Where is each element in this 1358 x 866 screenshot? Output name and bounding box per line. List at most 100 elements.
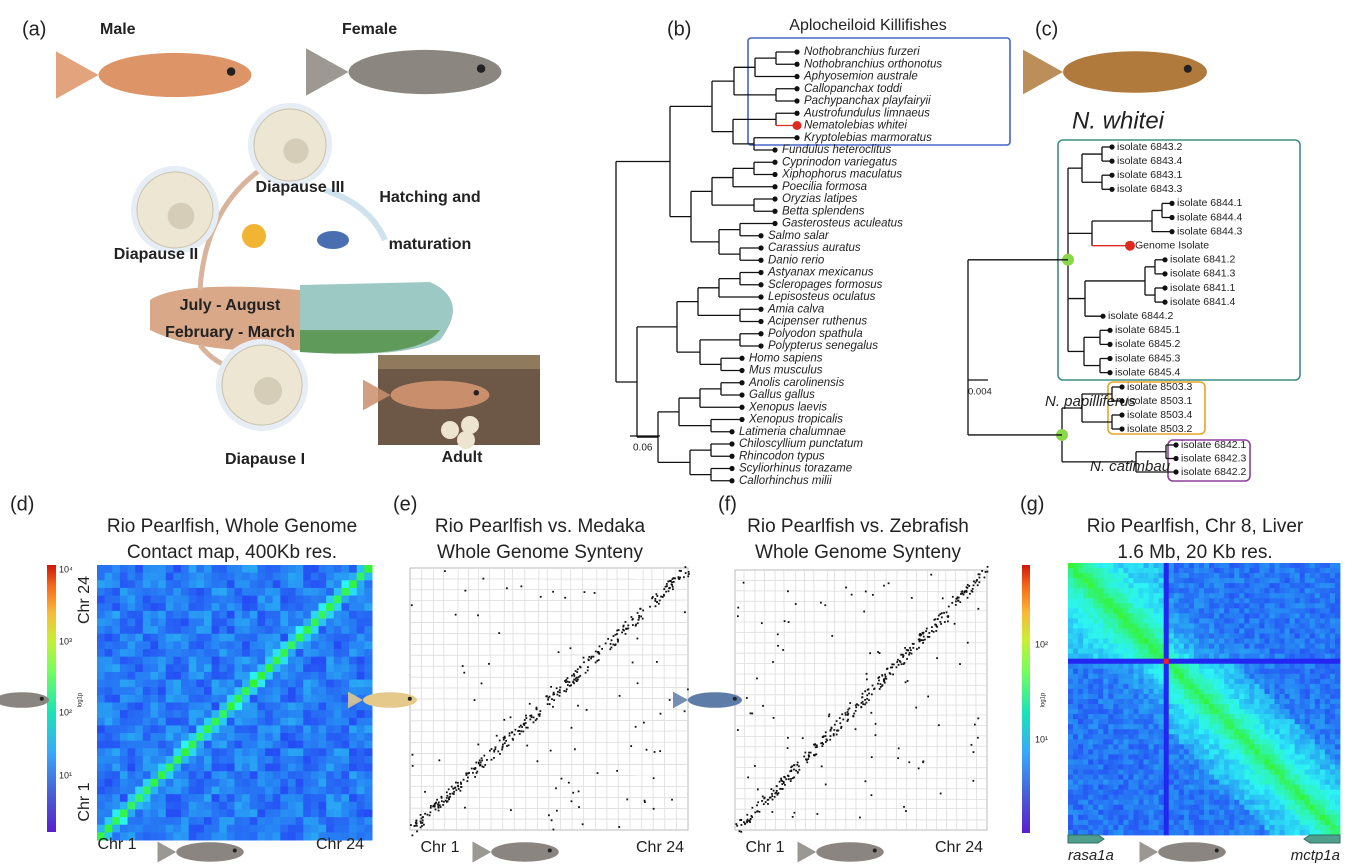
heatmap-cell	[1139, 780, 1144, 785]
heatmap-cell	[1275, 734, 1280, 739]
synteny-dot	[640, 608, 642, 610]
heatmap-cell	[1204, 684, 1209, 689]
heatmap-cell	[1239, 749, 1244, 754]
heatmap-cell	[1179, 588, 1184, 593]
heatmap-cell	[303, 733, 311, 741]
heatmap-cell	[1259, 669, 1264, 674]
heatmap-cell	[235, 573, 243, 581]
heatmap-cell	[196, 695, 204, 703]
heatmap-cell	[1254, 664, 1259, 669]
heatmap-cell	[1164, 679, 1169, 684]
heatmap-cell	[1280, 588, 1285, 593]
synteny-dot	[871, 794, 873, 796]
synteny-dot	[521, 726, 523, 728]
heatmap-cell	[250, 664, 258, 672]
heatmap-cell	[1068, 593, 1073, 598]
heatmap-cell	[1139, 674, 1144, 679]
synteny-dot	[437, 806, 439, 808]
heatmap-cell	[1078, 583, 1083, 588]
heatmap-cell	[1118, 709, 1123, 714]
heatmap-cell	[1149, 744, 1154, 749]
heatmap-cell	[166, 588, 174, 596]
heatmap-cell	[265, 725, 273, 733]
synteny-dot	[578, 790, 580, 792]
heatmap-cell	[364, 817, 372, 825]
heatmap-cell	[1290, 709, 1295, 714]
synteny-dot	[546, 695, 548, 697]
heatmap-cell	[1234, 588, 1239, 593]
synteny-dot	[538, 714, 540, 716]
synteny-dot	[436, 799, 438, 801]
heatmap-cell	[1204, 699, 1209, 704]
heatmap-cell	[1174, 739, 1179, 744]
heatmap-cell	[1118, 764, 1123, 769]
heatmap-cell	[1320, 699, 1325, 704]
heatmap-cell	[1280, 724, 1285, 729]
heatmap-cell	[150, 641, 158, 649]
heatmap-cell	[1305, 714, 1310, 719]
heatmap-cell	[1275, 694, 1280, 699]
heatmap-cell	[1113, 734, 1118, 739]
heatmap-cell	[181, 626, 189, 634]
species-label: Poecilia formosa	[782, 181, 867, 193]
heatmap-cell	[1204, 568, 1209, 573]
synteny-dot	[678, 577, 680, 579]
heatmap-cell	[1330, 749, 1335, 754]
heatmap-cell	[166, 725, 174, 733]
heatmap-cell	[1144, 669, 1149, 674]
synteny-dot	[767, 799, 769, 801]
heatmap-cell	[1209, 634, 1214, 639]
heatmap-cell	[273, 725, 281, 733]
heatmap-cell	[1234, 684, 1239, 689]
synteny-dot	[572, 681, 574, 683]
heatmap-cell	[120, 764, 128, 772]
heatmap-cell	[1259, 623, 1264, 628]
heatmap-cell	[311, 748, 319, 756]
synteny-dot	[583, 661, 585, 663]
heatmap-cell	[1249, 618, 1254, 623]
heatmap-cell	[1184, 689, 1189, 694]
heatmap-cell	[173, 695, 181, 703]
heatmap-cell	[1164, 634, 1169, 639]
heatmap-cell	[1239, 729, 1244, 734]
heatmap-cell	[1214, 578, 1219, 583]
heatmap-cell	[1159, 770, 1164, 775]
heatmap-cell	[1113, 649, 1118, 654]
heatmap-cell	[1194, 754, 1199, 759]
heatmap-cell	[1144, 775, 1149, 780]
synteny-dot	[878, 676, 880, 678]
heatmap-cell	[319, 703, 327, 711]
heatmap-cell	[1259, 649, 1264, 654]
heatmap-cell	[1179, 679, 1184, 684]
heatmap-cell	[1159, 684, 1164, 689]
heatmap-cell	[1103, 754, 1108, 759]
heatmap-cell	[135, 611, 143, 619]
heatmap-cell	[1264, 704, 1269, 709]
heatmap-cell	[1330, 669, 1335, 674]
heatmap-cell	[1103, 659, 1108, 664]
heatmap-cell	[135, 787, 143, 795]
synteny-dot	[440, 806, 442, 808]
heatmap-cell	[296, 725, 304, 733]
heatmap-cell	[1204, 603, 1209, 608]
heatmap-cell	[1300, 639, 1305, 644]
heatmap-cell	[1249, 679, 1254, 684]
heatmap-cell	[1259, 699, 1264, 704]
heatmap-cell	[1113, 729, 1118, 734]
heatmap-cell	[1310, 654, 1315, 659]
heatmap-cell	[357, 641, 365, 649]
heatmap-cell	[319, 756, 327, 764]
heatmap-cell	[1269, 754, 1274, 759]
heatmap-cell	[1128, 669, 1133, 674]
heatmap-cell	[1073, 568, 1078, 573]
heatmap-cell	[1073, 719, 1078, 724]
heatmap-cell	[1275, 593, 1280, 598]
heatmap-cell	[250, 703, 258, 711]
heatmap-cell	[1083, 699, 1088, 704]
heatmap-cell	[1073, 628, 1078, 633]
heatmap-cell	[1320, 669, 1325, 674]
heatmap-cell	[1300, 644, 1305, 649]
heatmap-cell	[1184, 679, 1189, 684]
heatmap-cell	[1320, 754, 1325, 759]
heatmap-cell	[1310, 568, 1315, 573]
